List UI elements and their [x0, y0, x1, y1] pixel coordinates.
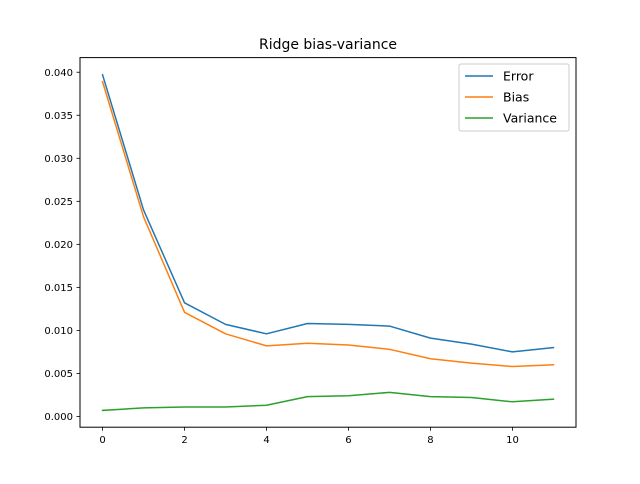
y-tick-label: 0.025	[44, 197, 73, 208]
x-tick-label: 8	[427, 435, 433, 446]
chart-title: Ridge bias-variance	[259, 37, 397, 53]
y-tick-label: 0.000	[44, 412, 73, 423]
y-tick-label: 0.015	[44, 283, 73, 294]
x-tick-label: 0	[99, 435, 105, 446]
x-tick-label: 6	[345, 435, 351, 446]
y-axis: 0.000 0.005 0.010 0.015 0.020 0.025 0.030 0.035…	[44, 68, 80, 423]
y-tick-label: 0.020	[44, 240, 73, 251]
y-tick-label: 0.005	[44, 369, 73, 380]
legend: Error Bias Variance	[458, 63, 570, 132]
series-layer	[101, 73, 555, 412]
series-line-variance	[101, 391, 555, 412]
legend-label-bias: Bias	[503, 90, 529, 105]
legend-label-error: Error	[503, 69, 534, 84]
y-tick-label: 0.035	[44, 111, 73, 122]
plot-area-frame	[79, 57, 577, 428]
legend-box	[458, 63, 570, 132]
y-tick-label: 0.030	[44, 154, 73, 165]
series-line-bias	[101, 80, 555, 368]
x-axis: 0 2 4 6 8 10	[99, 427, 519, 446]
y-tick-label: 0.040	[44, 68, 73, 79]
x-tick-label: 4	[263, 435, 269, 446]
x-tick-label: 10	[506, 435, 519, 446]
legend-label-variance: Variance	[503, 111, 557, 126]
y-tick-label: 0.010	[44, 326, 73, 337]
series-line-error	[101, 73, 555, 353]
x-tick-label: 2	[181, 435, 187, 446]
